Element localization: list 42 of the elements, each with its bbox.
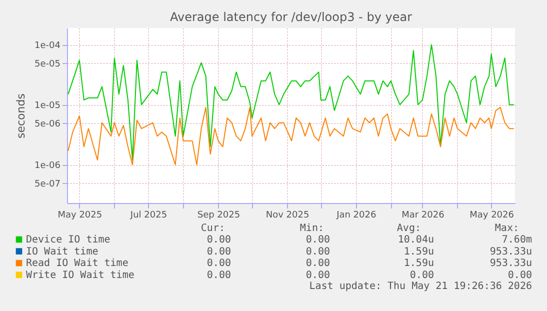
legend-label: Write IO Wait time xyxy=(26,270,134,281)
text: 0.00 xyxy=(306,270,330,281)
text: Min: xyxy=(300,223,324,234)
legend-label: IO Wait time xyxy=(26,246,98,258)
text: 0.00 xyxy=(410,270,434,281)
y-tick-label: 5e-06 xyxy=(34,119,61,130)
text: Cur: xyxy=(200,223,225,234)
text: 0.00 xyxy=(206,258,231,270)
x-tick-label: Jan 2026 xyxy=(336,210,376,220)
text: 0.00 xyxy=(206,246,231,258)
text: 0.00 xyxy=(508,270,532,281)
text: Max: xyxy=(494,223,519,234)
line-series xyxy=(68,106,514,166)
x-tick-label: Nov 2025 xyxy=(266,210,310,220)
x-tick-label: May 2026 xyxy=(470,210,514,220)
text: 0.00 xyxy=(206,270,231,281)
y-tick-label: 5e-07 xyxy=(34,179,60,190)
text: 7.60m xyxy=(502,234,532,246)
y-axis-title: seconds xyxy=(14,93,28,138)
line-series xyxy=(68,44,514,160)
text: 953.33u xyxy=(490,246,532,258)
text: Avg: xyxy=(396,223,421,234)
text: 0.00 xyxy=(306,246,330,258)
text: 0.00 xyxy=(306,258,330,270)
y-tick-label: 1e-06 xyxy=(34,161,61,172)
text: 0.00 xyxy=(306,234,330,246)
x-tick-label: Jul 2025 xyxy=(129,210,168,220)
text: 10.04u xyxy=(398,234,434,246)
y-tick-label: 1e-04 xyxy=(34,41,61,52)
y-tick-label: 5e-05 xyxy=(34,59,60,70)
x-tick-label: Mar 2026 xyxy=(402,210,445,220)
text: 1.59u xyxy=(404,246,434,258)
text: Last update: Thu May 21 19:26:36 2026 xyxy=(309,281,532,292)
legend-label: Read IO Wait time xyxy=(26,258,128,270)
y-tick-label: 1e-05 xyxy=(34,101,60,112)
x-tick-label: May 2025 xyxy=(58,210,102,220)
legend-label: Device IO time xyxy=(26,234,110,246)
text: 1.59u xyxy=(404,258,434,270)
chart-title: Average latency for /dev/loop3 - by year xyxy=(170,10,412,24)
text: 0.00 xyxy=(206,234,231,246)
text: 953.33u xyxy=(490,258,532,270)
x-tick-label: Sep 2025 xyxy=(197,210,240,220)
